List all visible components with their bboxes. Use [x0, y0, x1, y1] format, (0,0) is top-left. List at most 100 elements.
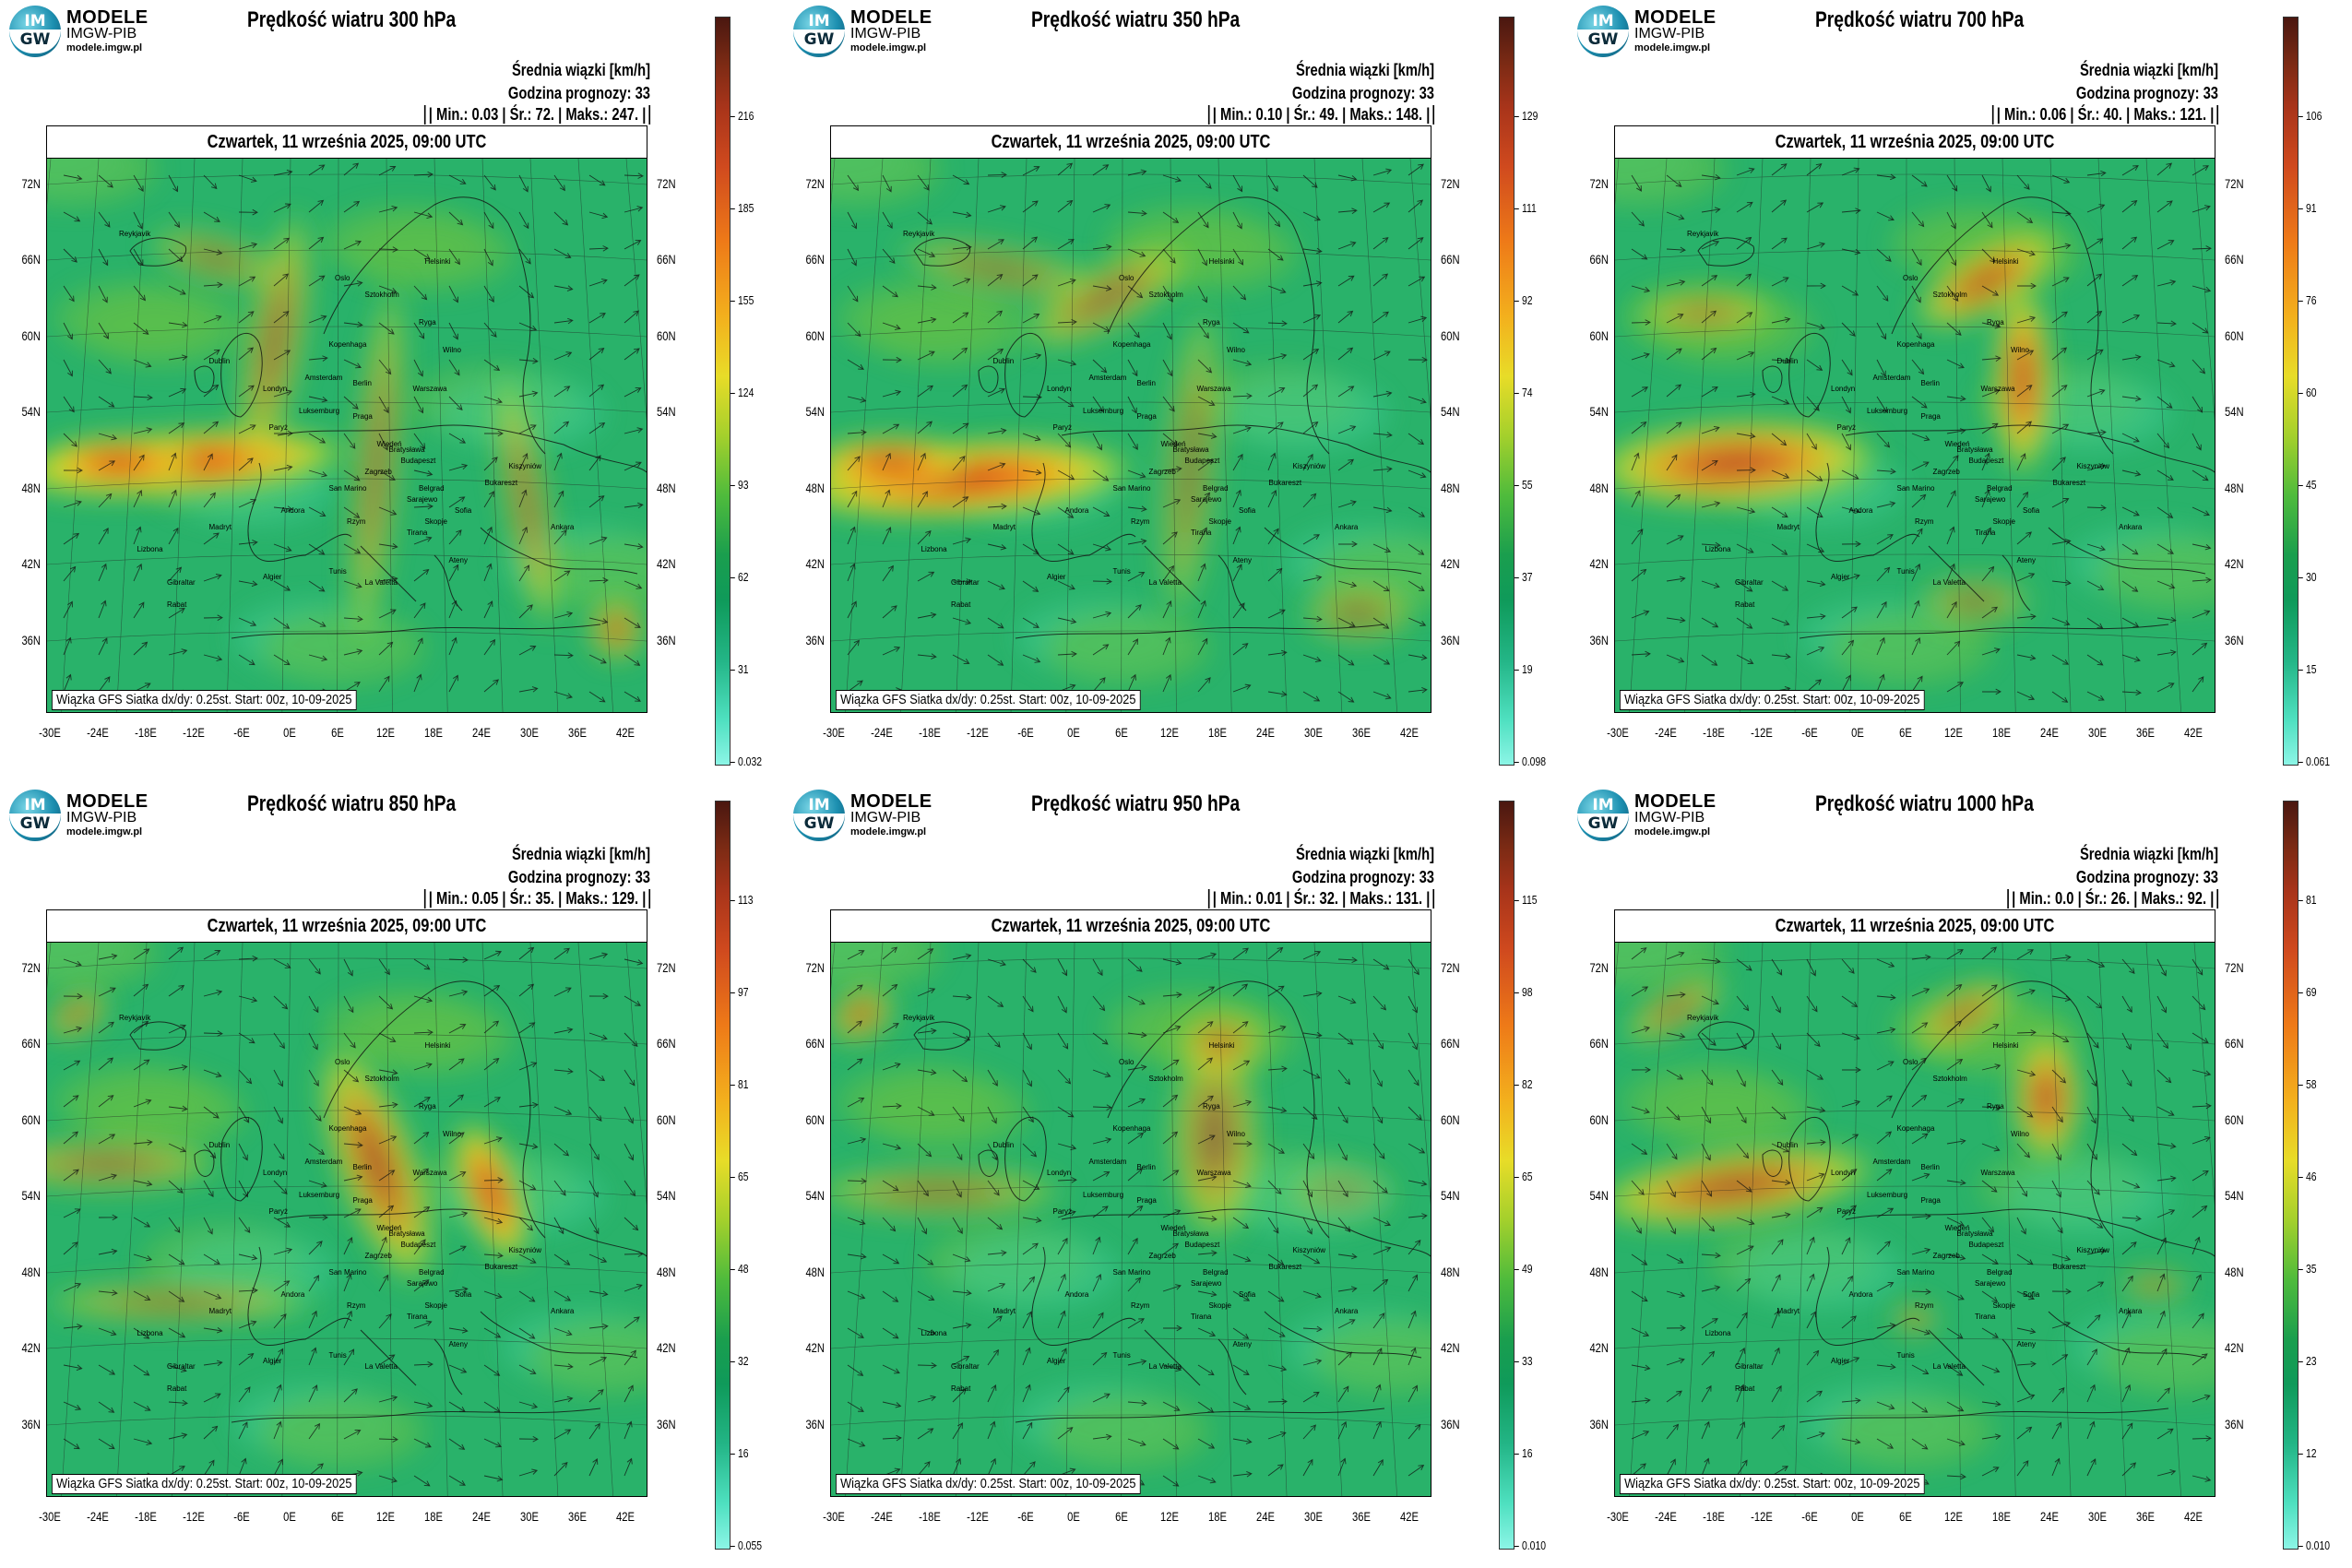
wind-arrow	[1127, 604, 1142, 619]
wind-arrow	[133, 563, 143, 582]
wind-arrow	[63, 1095, 79, 1108]
wind-arrow	[2016, 1106, 2034, 1118]
colorbar-tick-label: 58	[2298, 1077, 2317, 1091]
colorbar	[2283, 17, 2299, 766]
wind-arrow	[98, 285, 108, 303]
panel-title: Prędkość wiatru 300 hPa	[247, 7, 457, 32]
wind-arrow	[2016, 211, 2034, 224]
wind-arrow	[168, 354, 188, 361]
wind-arrow	[273, 273, 290, 287]
wind-arrow	[1701, 1143, 1711, 1161]
wind-arrow	[1911, 988, 1930, 997]
wind-arrow	[1946, 285, 1959, 302]
wind-arrow	[1127, 1098, 1146, 1108]
wind-arrow	[553, 248, 572, 258]
wind-arrow	[378, 506, 398, 516]
wind-arrow	[133, 211, 143, 230]
wind-arrow	[1981, 452, 1990, 471]
city-label: Tirana	[1975, 529, 1996, 537]
wind-arrow	[952, 384, 968, 398]
stats-line: | Min.: 0.03 | Śr.: 72. | Maks.: 247. |	[423, 105, 650, 125]
wind-arrow	[168, 174, 178, 193]
wind-arrow	[1267, 567, 1283, 582]
wind-arrow	[624, 580, 643, 589]
wind-arrow	[308, 1032, 318, 1051]
city-label: Lizbona	[1705, 1329, 1732, 1337]
wind-arrow	[1631, 1106, 1650, 1114]
city-label: Kopenhaga	[1113, 340, 1151, 349]
city-label: Zagrzeb	[1933, 1252, 1961, 1260]
city-label: Zagrzeb	[365, 468, 393, 476]
wind-arrow	[98, 359, 112, 374]
longitude-label: 30E	[2088, 1509, 2107, 1524]
wind-arrow	[1946, 359, 1965, 369]
wind-arrow	[1337, 1457, 1347, 1477]
wind-arrow	[1946, 682, 1964, 693]
wind-arrow	[1736, 543, 1754, 553]
city-label: Ateny	[2017, 1340, 2036, 1348]
wind-arrow	[2156, 995, 2167, 1014]
longitude-label: -30E	[1607, 725, 1629, 740]
city-label: Dublin	[993, 1141, 1015, 1149]
wind-arrow	[882, 564, 894, 582]
wind-arrow	[1057, 469, 1075, 481]
wind-arrow	[1197, 458, 1214, 471]
wind-arrow	[1736, 1106, 1747, 1124]
wind-arrow	[1736, 654, 1754, 664]
wind-arrow	[952, 456, 966, 471]
wind-arrow	[1267, 320, 1288, 327]
wind-arrow	[2051, 1421, 2061, 1440]
wind-arrow	[483, 563, 493, 582]
wind-arrow	[343, 469, 361, 481]
wind-arrow	[917, 385, 933, 398]
wind-arrow	[1806, 995, 1818, 1013]
wind-arrow	[1946, 1098, 1966, 1108]
wind-arrow	[847, 359, 864, 370]
wind-arrow	[2192, 676, 2204, 693]
wind-arrow	[917, 1290, 935, 1301]
wind-arrow	[1372, 237, 1389, 250]
longitude-label: -24E	[87, 1509, 109, 1524]
wind-arrow	[2016, 1029, 2037, 1036]
wind-arrow	[1162, 1475, 1180, 1487]
wind-arrow	[624, 1384, 634, 1403]
wind-arrow	[413, 248, 431, 260]
wind-arrow	[624, 1217, 639, 1231]
wind-arrow	[987, 310, 1004, 324]
imgw-globe-icon: IM GW	[1577, 6, 1629, 57]
wind-arrow	[413, 1279, 430, 1292]
city-label: Kiszyniów	[509, 462, 542, 470]
wind-arrow	[847, 456, 861, 471]
colorbar-tick-label: 48	[730, 1262, 749, 1276]
wind-arrow	[1267, 1106, 1288, 1113]
city-label: Skopje	[1993, 1301, 2016, 1310]
wind-arrow	[1911, 1057, 1928, 1071]
wind-arrow	[308, 958, 321, 975]
ensemble-mean-label: Średnia wiązki [km/h]	[2079, 845, 2218, 863]
colorbar-tick-label: 106	[2299, 109, 2322, 123]
wind-arrow	[1701, 310, 1717, 324]
wind-arrow	[2121, 354, 2142, 361]
wind-arrow	[1022, 654, 1041, 663]
wind-arrow	[1771, 506, 1788, 518]
imgw-globe-icon: IM GW	[793, 6, 845, 57]
wind-arrow	[1701, 240, 1720, 250]
wind-arrow	[343, 958, 353, 977]
wind-arrow	[1408, 1423, 1421, 1440]
wind-arrow	[1372, 1313, 1385, 1329]
city-label: Reykjavik	[119, 1014, 151, 1022]
wind-arrow	[847, 1364, 864, 1376]
wind-arrow	[133, 1180, 153, 1187]
city-label: Paryż	[1837, 423, 1856, 432]
wind-arrow	[1841, 396, 1851, 414]
wind-arrow	[1701, 617, 1719, 628]
wind-arrow	[1162, 1364, 1182, 1372]
jet-streak	[1299, 579, 1419, 646]
wind-arrow	[1302, 1359, 1323, 1366]
wind-arrow	[413, 1097, 431, 1108]
wind-arrow	[2086, 543, 2106, 552]
wind-arrow	[1701, 1180, 1713, 1197]
colorbar-tick-label: 37	[1514, 570, 1533, 584]
wind-arrow	[1841, 1205, 1858, 1218]
longitude-label: -30E	[1607, 1509, 1629, 1524]
